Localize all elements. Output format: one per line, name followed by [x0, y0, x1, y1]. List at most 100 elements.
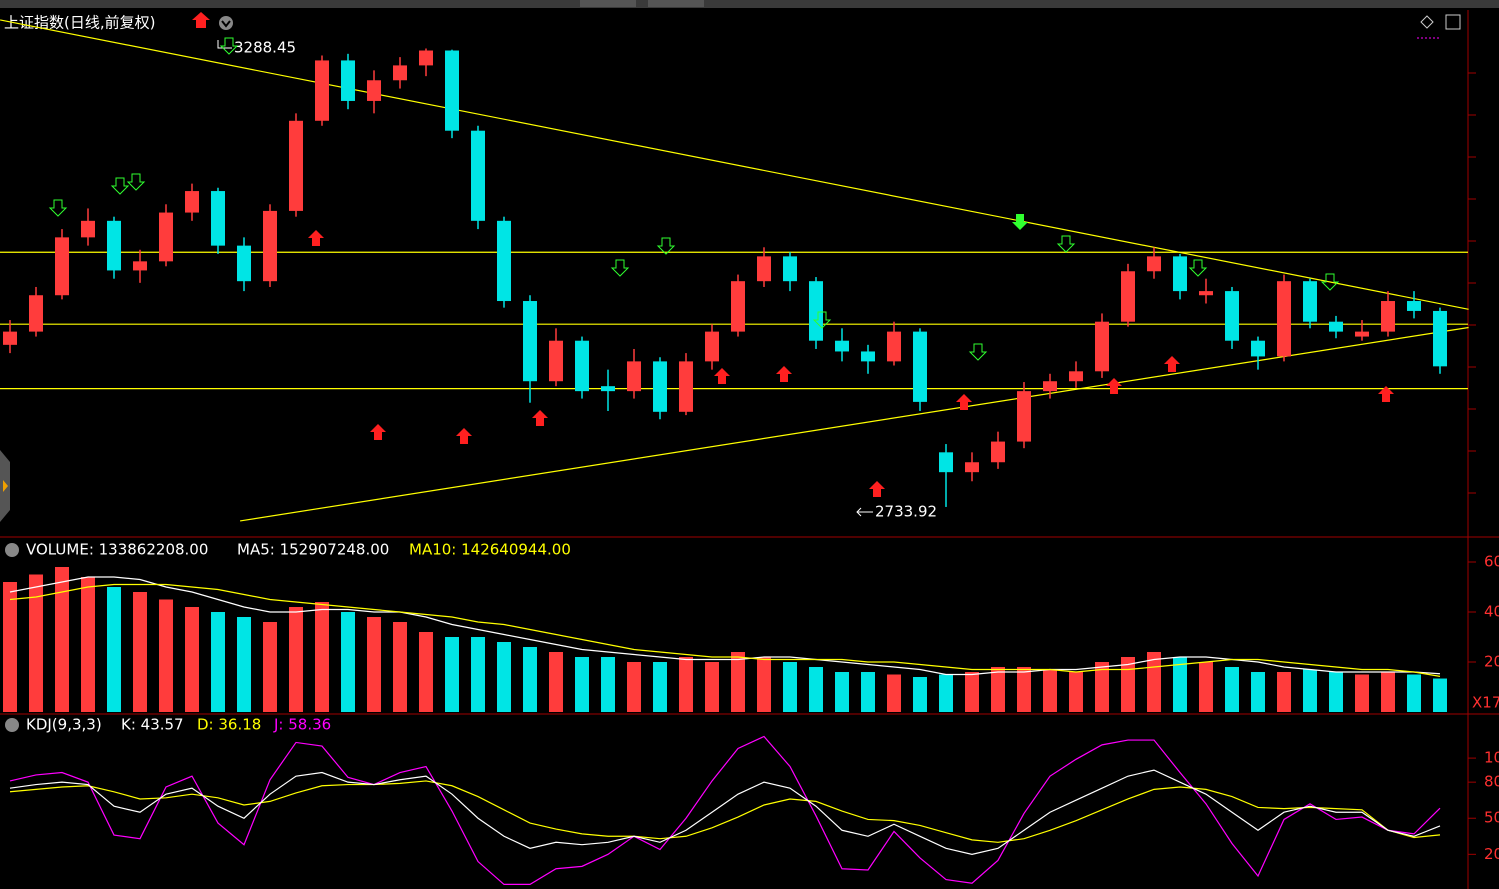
volume-bar	[783, 662, 797, 712]
volume-bar	[315, 602, 329, 712]
kdj-legend: KDJ(9,3,3)	[26, 716, 102, 734]
volume-bar	[1017, 667, 1031, 712]
candle-body	[991, 441, 1005, 463]
volume-menu[interactable]	[5, 543, 19, 557]
y-tick-label: 20	[1484, 845, 1499, 863]
volume-bar	[445, 637, 459, 712]
high-label: 3288.45	[234, 39, 296, 57]
candle-body	[263, 210, 277, 282]
sell-arrow	[968, 343, 988, 361]
volume-bar	[1225, 667, 1239, 712]
buy-arrow	[456, 428, 472, 444]
candle-body	[809, 281, 823, 341]
volume-bar	[913, 677, 927, 712]
volume-bar	[1043, 669, 1057, 712]
candle-body	[1251, 340, 1265, 357]
top-strip	[0, 0, 1499, 8]
candle-body	[367, 80, 381, 101]
candle-body	[1329, 321, 1343, 332]
tab	[580, 0, 636, 7]
ma5-legend: MA5: 152907248.00	[237, 541, 389, 559]
volume-bar	[835, 672, 849, 712]
candle-body	[1355, 331, 1369, 337]
candle-body	[861, 351, 875, 362]
j-legend: J: 58.36	[273, 716, 331, 734]
volume-bar	[705, 662, 719, 712]
volume-bar	[965, 672, 979, 712]
candle-body	[419, 50, 433, 66]
volume-bar	[1329, 672, 1343, 712]
y-tick-label: 20	[1484, 653, 1499, 671]
candle-body	[835, 340, 849, 352]
candle-body	[1173, 256, 1187, 292]
k-legend: K: 43.57	[121, 716, 184, 734]
candle-body	[1043, 381, 1057, 392]
volume-bar	[679, 657, 693, 712]
low-label: 2733.92	[875, 503, 937, 521]
volume-bar	[29, 574, 43, 712]
volume-bar	[731, 652, 745, 712]
volume-bar	[1199, 662, 1213, 712]
candle-body	[601, 386, 615, 392]
volume-bar	[497, 642, 511, 712]
candle-body	[627, 361, 641, 392]
candle-body	[55, 237, 69, 296]
volume-bar	[471, 637, 485, 712]
y-tick-label: 60	[1484, 553, 1499, 571]
window-button[interactable]	[1445, 14, 1461, 30]
volume-bar	[1173, 657, 1187, 712]
candle-body	[523, 301, 537, 382]
sell-arrow	[126, 173, 146, 191]
ma5-line	[9, 576, 1441, 676]
y-tick-label: 50	[1484, 809, 1499, 827]
volume-bar	[1121, 657, 1135, 712]
title-menu[interactable]	[219, 16, 233, 30]
volume-bar	[523, 647, 537, 712]
diamond-button[interactable]	[1420, 15, 1434, 29]
buy-arrow	[869, 481, 885, 497]
candle-body	[497, 220, 511, 302]
volume-legend: VOLUME: 133862208.00	[26, 541, 208, 559]
volume-bar	[575, 657, 589, 712]
volume-bar	[1355, 674, 1369, 712]
trend-line	[0, 19, 1469, 310]
ma10-line	[9, 583, 1441, 677]
kdj-menu[interactable]	[5, 718, 19, 732]
buy-arrow	[1106, 378, 1122, 394]
candle-body	[159, 212, 173, 262]
volume-bar	[1095, 662, 1109, 712]
volume-bar	[107, 587, 121, 712]
candle-body	[471, 130, 485, 221]
buy-arrow	[370, 424, 386, 440]
volume-bar	[757, 657, 771, 712]
buy-arrow	[714, 368, 730, 384]
y-tick-label: 80	[1484, 773, 1499, 791]
candle-body	[3, 331, 17, 345]
candle-body	[705, 331, 719, 362]
volume-bar	[991, 667, 1005, 712]
candle-body	[965, 462, 979, 473]
buy-arrow	[532, 410, 548, 426]
candle-body	[1381, 301, 1395, 332]
candle-body	[1407, 301, 1421, 311]
candle-body	[549, 340, 563, 382]
candle-body	[887, 331, 901, 362]
candle-body	[575, 340, 589, 392]
volume-bar	[1381, 672, 1395, 712]
volume-bar	[887, 674, 901, 712]
candle-body	[1225, 291, 1239, 341]
volume-bar	[55, 567, 69, 712]
volume-bar	[263, 622, 277, 712]
buy-arrow	[308, 230, 324, 246]
candle-body	[133, 261, 147, 271]
high-pointer	[217, 40, 232, 49]
sell-arrow	[110, 177, 130, 195]
y-tick-label: 40	[1484, 603, 1499, 621]
volume-bar	[601, 657, 615, 712]
candle-body	[913, 331, 927, 402]
chart-title: 上证指数(日线,前复权)	[4, 14, 155, 32]
volume-bar	[211, 612, 225, 712]
volume-bar	[939, 674, 953, 712]
low-pointer	[856, 507, 873, 517]
